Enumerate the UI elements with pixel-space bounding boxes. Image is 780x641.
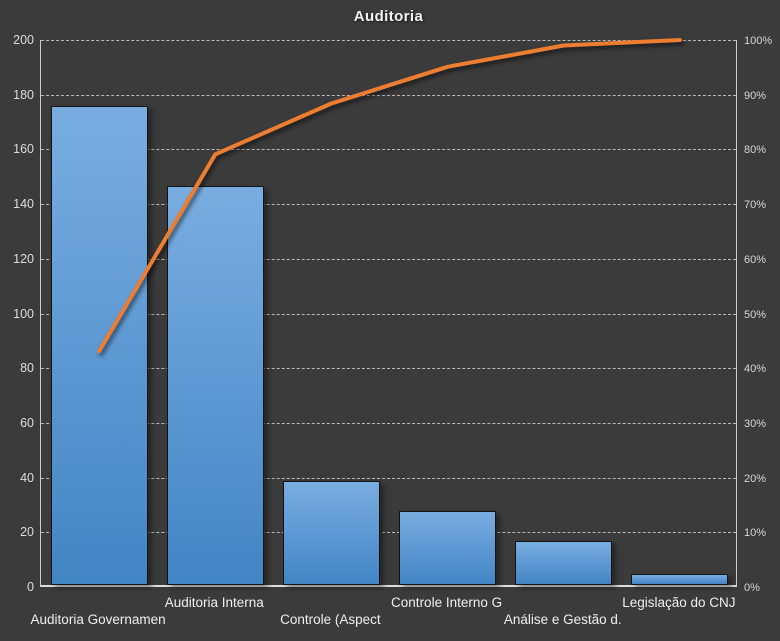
left-axis-tick: 100 [13,306,34,321]
pareto-bar-5[interactable] [515,541,613,585]
left-axis-tick: 80 [20,361,34,376]
gridline [41,149,736,151]
left-axis-tick: 60 [20,415,34,430]
left-axis-tick: 120 [13,251,34,266]
gridline [41,258,736,260]
plot-area [40,38,737,587]
pareto-bar-3[interactable] [282,481,380,585]
left-axis-tick: 40 [20,470,34,485]
category-label: Análise e Gestão d. [503,612,622,627]
right-axis-tick: 20% [744,472,767,485]
gridline [41,313,736,315]
right-axis-tick: 30% [744,417,767,430]
pareto-bar-6[interactable] [631,574,729,585]
gridline [41,477,736,479]
gridline [41,422,736,424]
right-axis-tick: 50% [744,308,767,321]
left-axis-tick: 200 [13,33,34,47]
right-axis-tick: 70% [744,199,767,212]
left-axis-tick: 180 [13,87,34,102]
gridline [41,40,736,41]
category-label: Auditoria Interna [164,595,264,610]
pareto-bar-4[interactable] [399,511,497,585]
right-axis-tick: 100% [744,35,773,47]
category-label: Auditoria Governamen [30,612,166,627]
gridline [41,532,736,534]
gridline [41,368,736,370]
category-label: Controle (Aspect [280,612,381,627]
gridline [41,94,736,96]
right-axis-tick: 80% [744,144,767,157]
right-axis-tick: 90% [744,89,767,102]
right-axis-tick: 0% [744,582,760,594]
chart-title: Auditoria [353,8,424,25]
category-label: Controle Interno G [391,595,503,610]
right-axis-tick: 40% [744,363,767,376]
left-axis-tick: 0 [27,580,34,594]
right-axis-tick: 10% [744,527,767,540]
cumulative-line[interactable] [97,38,682,354]
left-axis-tick: 140 [13,197,34,212]
category-label: Legislação do CNJ [622,595,736,610]
gridline [41,204,736,206]
left-axis-tick: 160 [13,142,34,157]
right-axis-tick: 60% [744,253,767,266]
pareto-bar-1[interactable] [50,106,148,585]
left-axis-tick: 20 [20,525,34,540]
pareto-bar-2[interactable] [166,185,264,585]
